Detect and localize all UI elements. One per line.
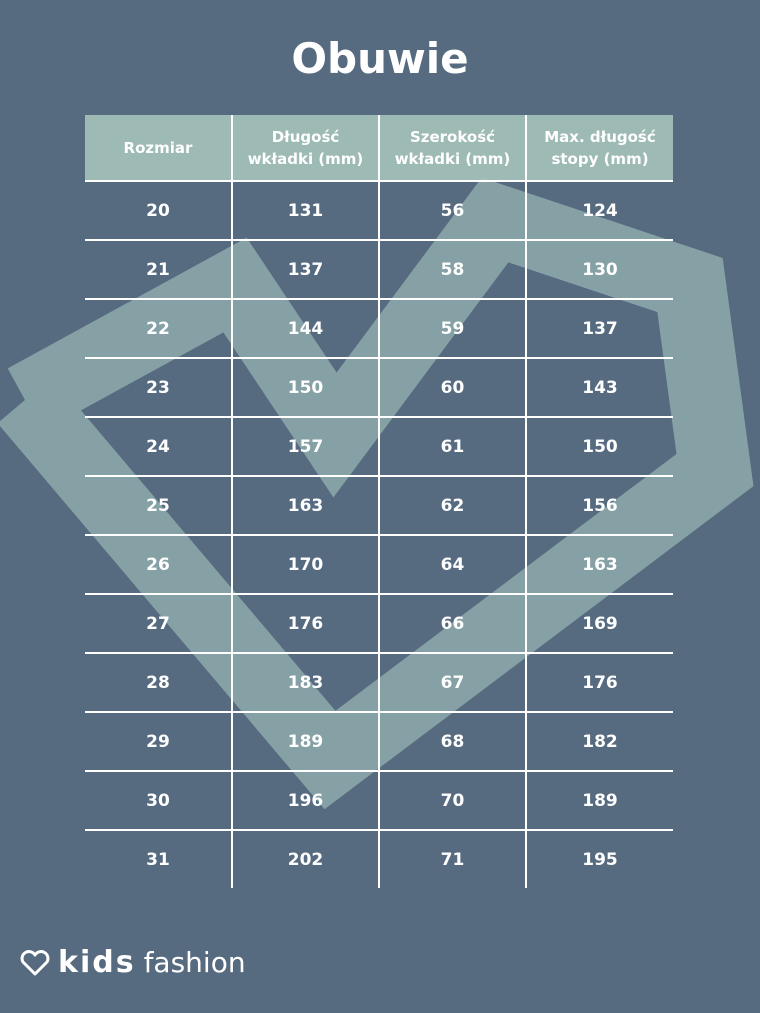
table-cell: 189 [525, 770, 673, 830]
column-header: Szerokość wkładki (mm) [378, 115, 526, 181]
table-row: 28 183 67 176 [85, 652, 673, 712]
table-cell: 169 [525, 593, 673, 653]
logo-brand: kids [58, 945, 136, 980]
table-cell: 131 [231, 180, 379, 240]
table-cell: 22 [85, 298, 232, 358]
table-cell: 56 [378, 180, 526, 240]
table-row: 20 131 56 124 [85, 180, 673, 240]
table-cell: 163 [231, 475, 379, 535]
table-cell: 124 [525, 180, 673, 240]
table-row: 31 202 71 195 [85, 829, 673, 888]
table-cell: 130 [525, 239, 673, 299]
table-row: 22 144 59 137 [85, 298, 673, 358]
table-cell: 23 [85, 357, 232, 417]
table-row: 29 189 68 182 [85, 711, 673, 771]
table-cell: 24 [85, 416, 232, 476]
table-cell: 189 [231, 711, 379, 771]
column-header: Rozmiar [85, 115, 232, 181]
table-row: 26 170 64 163 [85, 534, 673, 594]
table-cell: 67 [378, 652, 526, 712]
table-row: 27 176 66 169 [85, 593, 673, 653]
table-cell: 30 [85, 770, 232, 830]
table-cell: 163 [525, 534, 673, 594]
table-cell: 28 [85, 652, 232, 712]
table-cell: 70 [378, 770, 526, 830]
table-cell: 62 [378, 475, 526, 535]
table-cell: 59 [378, 298, 526, 358]
table-cell: 31 [85, 829, 232, 888]
table-cell: 150 [525, 416, 673, 476]
table-body: 20 131 56 124 21 137 58 130 22 144 59 137 23 150 60 143… [85, 180, 673, 888]
table-cell: 66 [378, 593, 526, 653]
table-cell: 60 [378, 357, 526, 417]
table-cell: 183 [231, 652, 379, 712]
table-row: 24 157 61 150 [85, 416, 673, 476]
table-cell: 64 [378, 534, 526, 594]
table-cell: 157 [231, 416, 379, 476]
logo: kids fashion [20, 945, 246, 980]
table-cell: 61 [378, 416, 526, 476]
logo-suffix: fashion [143, 946, 246, 979]
table-cell: 27 [85, 593, 232, 653]
table-cell: 29 [85, 711, 232, 771]
table-cell: 26 [85, 534, 232, 594]
table-cell: 143 [525, 357, 673, 417]
table-cell: 137 [525, 298, 673, 358]
table-cell: 176 [525, 652, 673, 712]
table-cell: 25 [85, 475, 232, 535]
column-header: Długość wkładki (mm) [231, 115, 379, 181]
logo-heart [20, 949, 50, 975]
table-row: 23 150 60 143 [85, 357, 673, 417]
table-row: 25 163 62 156 [85, 475, 673, 535]
table-cell: 196 [231, 770, 379, 830]
table-cell: 21 [85, 239, 232, 299]
table-cell: 202 [231, 829, 379, 888]
column-header: Max. długość stopy (mm) [525, 115, 673, 181]
table-cell: 176 [231, 593, 379, 653]
size-table: Rozmiar Długość wkładki (mm) Szerokość wkł… [85, 115, 673, 888]
header-row: Rozmiar Długość wkładki (mm) Szerokość wkł… [85, 115, 673, 181]
table-cell: 71 [378, 829, 526, 888]
table-row: 21 137 58 130 [85, 239, 673, 299]
table-cell: 170 [231, 534, 379, 594]
table-cell: 58 [378, 239, 526, 299]
table-cell: 144 [231, 298, 379, 358]
table-cell: 137 [231, 239, 379, 299]
table-cell: 20 [85, 180, 232, 240]
table-cell: 68 [378, 711, 526, 771]
table-cell: 182 [525, 711, 673, 771]
table-cell: 150 [231, 357, 379, 417]
title: Obuwie [291, 34, 469, 83]
table-cell: 195 [525, 829, 673, 888]
table-row: 30 196 70 189 [85, 770, 673, 830]
table-cell: 156 [525, 475, 673, 535]
